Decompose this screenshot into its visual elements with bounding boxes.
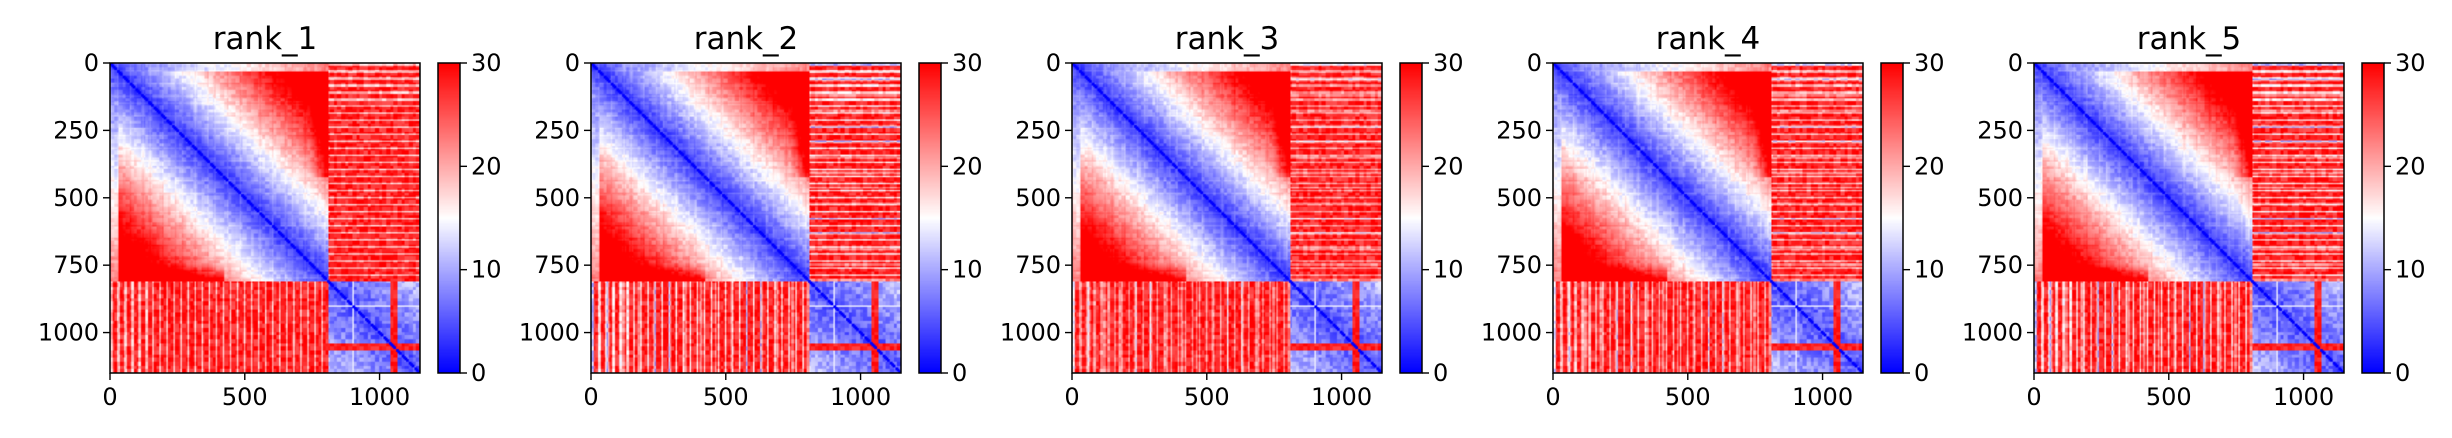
colorbar-tick-label: 10 — [952, 256, 983, 284]
panel-title: rank_4 — [1656, 21, 1761, 57]
x-tick-label: 500 — [1665, 383, 1711, 411]
heatmap-panel-5: rank_5 0 500 1000 0 250 500 750 1000 0 10 20 30 — [1962, 21, 2426, 411]
colorbar-image — [1400, 63, 1422, 373]
axes-frame — [1071, 62, 1383, 374]
colorbar-tick-label: 30 — [1914, 49, 1945, 77]
x-tick-label: 1000 — [349, 383, 410, 411]
colorbar-image — [1881, 63, 1903, 373]
heatmap-panel-4: rank_4 0 500 1000 0 250 500 750 1000 0 10 20 30 — [1481, 21, 1945, 411]
y-tick-label: 500 — [1977, 184, 2023, 212]
heatmap-panel-3: rank_3 0 500 1000 0 250 500 750 1000 0 10 20 30 — [1000, 21, 1464, 411]
colorbar-tick-label: 10 — [1914, 256, 1945, 284]
x-tick-label: 0 — [1064, 383, 1079, 411]
heatmap-panel-2: rank_2 0 500 1000 0 250 500 750 1000 0 10 20 30 — [519, 21, 983, 411]
colorbar-tick-label: 0 — [2395, 359, 2410, 387]
colorbar-tick-label: 0 — [471, 359, 486, 387]
colorbar-tick-label: 10 — [1433, 256, 1464, 284]
colorbar: 0 10 20 30 — [2361, 49, 2426, 387]
colorbar-frame — [1399, 62, 1423, 374]
y-tick-label: 750 — [1015, 251, 1061, 279]
colorbar-tick-label: 0 — [1433, 359, 1448, 387]
x-tick-label: 0 — [2026, 383, 2041, 411]
y-tick-label: 0 — [84, 49, 99, 77]
colorbar: 0 10 20 30 — [437, 49, 502, 387]
colorbar-tick-label: 20 — [2395, 152, 2426, 180]
heatmap-panel-1: rank_1 0 500 1000 0 250 500 750 1000 0 10 20 30 — [38, 21, 502, 411]
colorbar-tick-label: 10 — [2395, 256, 2426, 284]
y-tick-label: 250 — [534, 116, 580, 144]
y-tick-label: 1000 — [1000, 319, 1061, 347]
colorbar-tick-label: 20 — [952, 152, 983, 180]
colorbar-image — [438, 63, 460, 373]
colorbar-tick-label: 10 — [471, 256, 502, 284]
axes-frame — [2033, 62, 2345, 374]
heatmap-image — [2034, 63, 2344, 373]
y-tick-label: 0 — [565, 49, 580, 77]
y-tick-label: 0 — [2008, 49, 2023, 77]
x-tick-label: 1000 — [830, 383, 891, 411]
colorbar-tick-label: 20 — [1914, 152, 1945, 180]
y-tick-label: 250 — [1496, 116, 1542, 144]
y-tick-label: 500 — [1496, 184, 1542, 212]
y-tick-label: 500 — [53, 184, 99, 212]
axes-frame — [590, 62, 902, 374]
y-tick-label: 1000 — [519, 319, 580, 347]
heatmap-image — [1072, 63, 1382, 373]
panel-title: rank_5 — [2137, 21, 2242, 57]
colorbar-tick-label: 30 — [471, 49, 502, 77]
y-tick-label: 250 — [1977, 116, 2023, 144]
x-tick-label: 0 — [583, 383, 598, 411]
axes-frame — [1552, 62, 1864, 374]
heatmap-image — [1553, 63, 1863, 373]
y-tick-label: 750 — [534, 251, 580, 279]
y-tick-label: 0 — [1527, 49, 1542, 77]
colorbar-frame — [437, 62, 461, 374]
y-tick-label: 500 — [1015, 184, 1061, 212]
panel-title: rank_3 — [1175, 21, 1280, 57]
colorbar: 0 10 20 30 — [1880, 49, 1945, 387]
y-tick-label: 500 — [534, 184, 580, 212]
colorbar-image — [2362, 63, 2384, 373]
x-tick-label: 1000 — [1792, 383, 1853, 411]
y-tick-label: 750 — [1496, 251, 1542, 279]
heatmap-image — [110, 63, 420, 373]
x-tick-label: 500 — [703, 383, 749, 411]
x-tick-label: 1000 — [2273, 383, 2334, 411]
x-tick-label: 500 — [1184, 383, 1230, 411]
y-tick-label: 750 — [1977, 251, 2023, 279]
y-tick-label: 0 — [1046, 49, 1061, 77]
y-tick-label: 1000 — [1481, 319, 1542, 347]
colorbar-tick-label: 20 — [471, 152, 502, 180]
colorbar-tick-label: 0 — [952, 359, 967, 387]
x-tick-label: 500 — [222, 383, 268, 411]
panel-title: rank_1 — [213, 21, 318, 57]
x-tick-label: 0 — [102, 383, 117, 411]
colorbar-frame — [2361, 62, 2385, 374]
colorbar-tick-label: 30 — [1433, 49, 1464, 77]
y-tick-label: 250 — [1015, 116, 1061, 144]
x-tick-label: 500 — [2146, 383, 2192, 411]
colorbar: 0 10 20 30 — [918, 49, 983, 387]
colorbar-frame — [1880, 62, 1904, 374]
panel-title: rank_2 — [694, 21, 799, 57]
x-tick-label: 1000 — [1311, 383, 1372, 411]
colorbar-frame — [918, 62, 942, 374]
colorbar-tick-label: 30 — [2395, 49, 2426, 77]
axes-frame — [109, 62, 421, 374]
y-tick-label: 750 — [53, 251, 99, 279]
y-tick-label: 250 — [53, 116, 99, 144]
colorbar-tick-label: 30 — [952, 49, 983, 77]
colorbar: 0 10 20 30 — [1399, 49, 1464, 387]
colorbar-tick-label: 20 — [1433, 152, 1464, 180]
y-tick-label: 1000 — [1962, 319, 2023, 347]
heatmap-image — [591, 63, 901, 373]
colorbar-image — [919, 63, 941, 373]
x-tick-label: 0 — [1545, 383, 1560, 411]
colorbar-tick-label: 0 — [1914, 359, 1929, 387]
y-tick-label: 1000 — [38, 319, 99, 347]
